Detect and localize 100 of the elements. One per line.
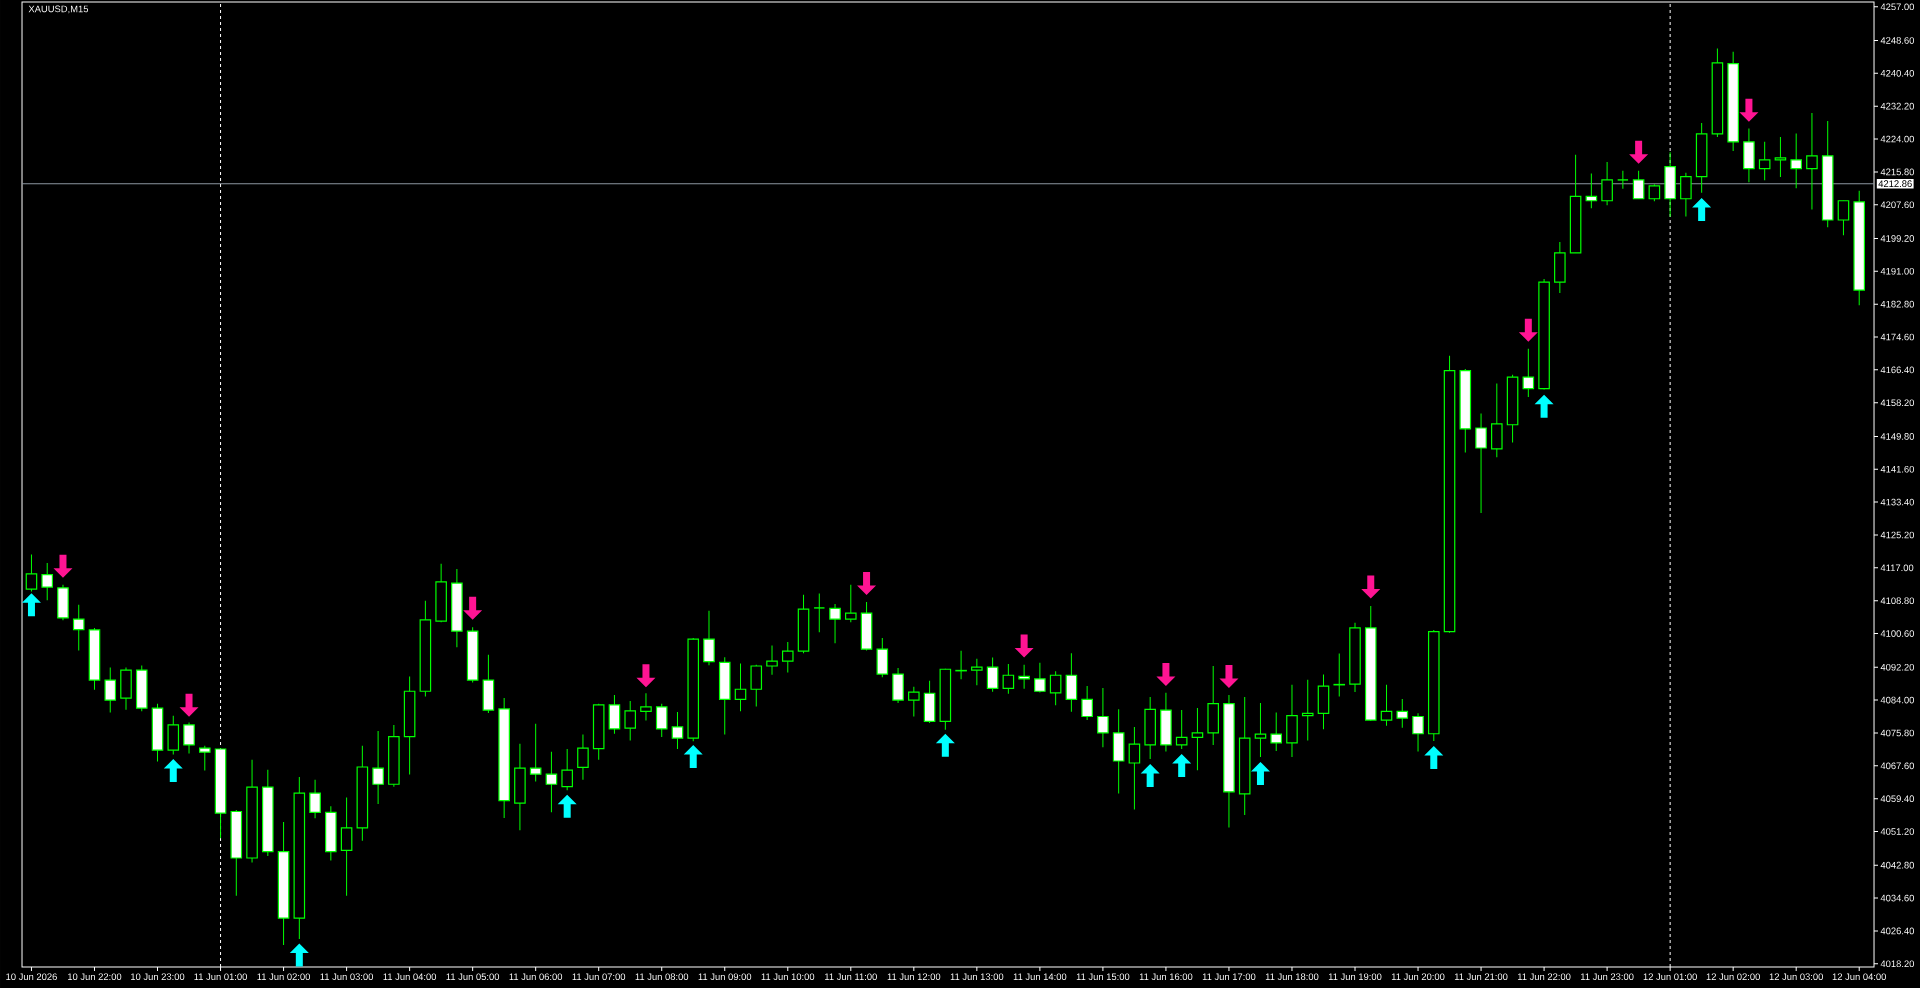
- candlestick: [372, 730, 384, 805]
- candlestick: [624, 700, 637, 742]
- y-tick-label: 4108.80: [1880, 597, 1915, 605]
- candlestick: [655, 703, 668, 738]
- candlestick: [545, 751, 558, 813]
- candlestick: [1837, 200, 1850, 236]
- point: [21, 593, 41, 617]
- x-tick-label: 11 Jun 21:00: [1454, 973, 1508, 981]
- candlestick: [1128, 726, 1141, 810]
- point: [1219, 664, 1239, 688]
- x-tick-label: 12 Jun 02:00: [1706, 973, 1760, 981]
- y-tick-label: 4232.20: [1880, 102, 1915, 110]
- candlestick: [829, 603, 841, 644]
- candlestick: [1412, 712, 1424, 752]
- y-tick-label: 4199.20: [1880, 235, 1915, 242]
- x-tick-label: 11 Jun 08:00: [635, 973, 689, 981]
- x-tick-label: 11 Jun 11:00: [825, 973, 877, 981]
- y-tick-label: 4174.60: [1880, 333, 1915, 341]
- y-tick-label: 4166.40: [1880, 366, 1915, 374]
- x-tick-label: 11 Jun 17:00: [1202, 973, 1256, 981]
- y-tick-label: 4191.00: [1880, 267, 1915, 275]
- x-tick-label: 11 Jun 22:00: [1517, 973, 1571, 981]
- candlestick: [971, 658, 983, 686]
- y-tick-label: 4158.20: [1880, 399, 1915, 407]
- x-tick-label: 11 Jun 04:00: [383, 973, 437, 981]
- point: [1140, 763, 1160, 787]
- y-tick-label: 4117.00: [1880, 564, 1914, 572]
- candlestick: [1018, 664, 1030, 690]
- candlestick: [845, 584, 857, 623]
- x-tick-label: 10 Jun 22:00: [68, 973, 122, 981]
- candlestick: [703, 610, 715, 666]
- candlestick: [986, 657, 999, 693]
- point: [1629, 140, 1649, 164]
- candlestick: [561, 748, 573, 791]
- point: [1172, 753, 1192, 777]
- point: [53, 554, 73, 578]
- candlestick: [734, 663, 747, 712]
- candlestick: [781, 641, 794, 673]
- candlestick: [813, 592, 826, 633]
- point: [636, 664, 656, 688]
- x-tick-label: 11 Jun 06:00: [509, 973, 563, 981]
- x-tick-label: 12 Jun 04:00: [1832, 973, 1887, 981]
- candlestick: [766, 645, 778, 676]
- x-tick-label: 11 Jun 01:00: [194, 973, 247, 981]
- point: [1250, 761, 1270, 785]
- y-tick-label: 4215.80: [1880, 168, 1915, 176]
- x-tick-label: 12 Jun 03:00: [1769, 973, 1823, 981]
- y-tick-label: 4042.80: [1880, 861, 1915, 869]
- point: [1534, 394, 1554, 418]
- candlestick: [1254, 702, 1267, 758]
- point: [1424, 745, 1444, 769]
- candlestick: [1301, 679, 1314, 742]
- point: [1156, 662, 1176, 686]
- x-tick-label: 11 Jun 18:00: [1265, 973, 1319, 981]
- candlestick: [41, 562, 54, 601]
- candlestick: [1806, 112, 1818, 211]
- x-tick-label: 11 Jun 05:00: [446, 973, 500, 981]
- y-tick-label: 4182.80: [1880, 300, 1915, 308]
- point: [1518, 318, 1538, 342]
- x-tick-label: 11 Jun 23:00: [1581, 973, 1634, 981]
- candlestick: [750, 664, 763, 707]
- y-tick-label: 4026.40: [1880, 927, 1915, 935]
- candlestick: [72, 604, 85, 651]
- chart-title: XAUUSD,M15: [28, 5, 89, 14]
- y-tick-label: 4100.60: [1880, 630, 1915, 637]
- candlestick: [1475, 413, 1487, 514]
- point: [179, 693, 199, 717]
- x-tick-label: 11 Jun 19:00: [1328, 973, 1382, 981]
- x-tick-label: 11 Jun 09:00: [698, 973, 752, 981]
- candlestick: [1790, 132, 1802, 189]
- x-tick-label: 10 Jun 2026: [6, 973, 57, 981]
- candlestick: [1680, 172, 1692, 217]
- candlestick: [1522, 348, 1535, 398]
- point: [683, 745, 703, 769]
- candlestick: [1601, 161, 1613, 206]
- candlestick: [1034, 662, 1046, 693]
- x-tick-label: 11 Jun 13:00: [950, 973, 1004, 981]
- point: [557, 794, 577, 818]
- point: [1361, 575, 1381, 599]
- y-tick-label: 4207.60: [1880, 201, 1915, 209]
- ref-line-label: 4212.86: [1878, 180, 1912, 188]
- x-tick-label: 12 Jun 01:00: [1643, 973, 1697, 981]
- x-tick-label: 11 Jun 03:00: [320, 973, 374, 981]
- y-tick-label: 4034.60: [1880, 894, 1915, 902]
- point: [1014, 634, 1034, 658]
- candlestick: [1774, 136, 1787, 178]
- y-tick-label: 4051.20: [1880, 828, 1915, 835]
- y-tick-label: 4084.00: [1880, 696, 1915, 704]
- y-tick-label: 4224.00: [1880, 135, 1915, 143]
- x-tick-label: 11 Jun 07:00: [572, 973, 626, 981]
- x-tick-label: 11 Jun 12:00: [887, 973, 941, 981]
- y-tick-label: 4149.80: [1880, 433, 1915, 440]
- x-tick-label: 11 Jun 20:00: [1391, 973, 1445, 981]
- candlestick: [1333, 653, 1346, 697]
- candlestick: [309, 779, 321, 819]
- y-tick-label: 4240.40: [1880, 69, 1915, 77]
- candlestick: [104, 667, 117, 714]
- x-tick-label: 10 Jun 23:00: [131, 973, 185, 981]
- y-tick-label: 4075.80: [1880, 729, 1915, 737]
- y-tick-label: 4248.60: [1880, 37, 1915, 44]
